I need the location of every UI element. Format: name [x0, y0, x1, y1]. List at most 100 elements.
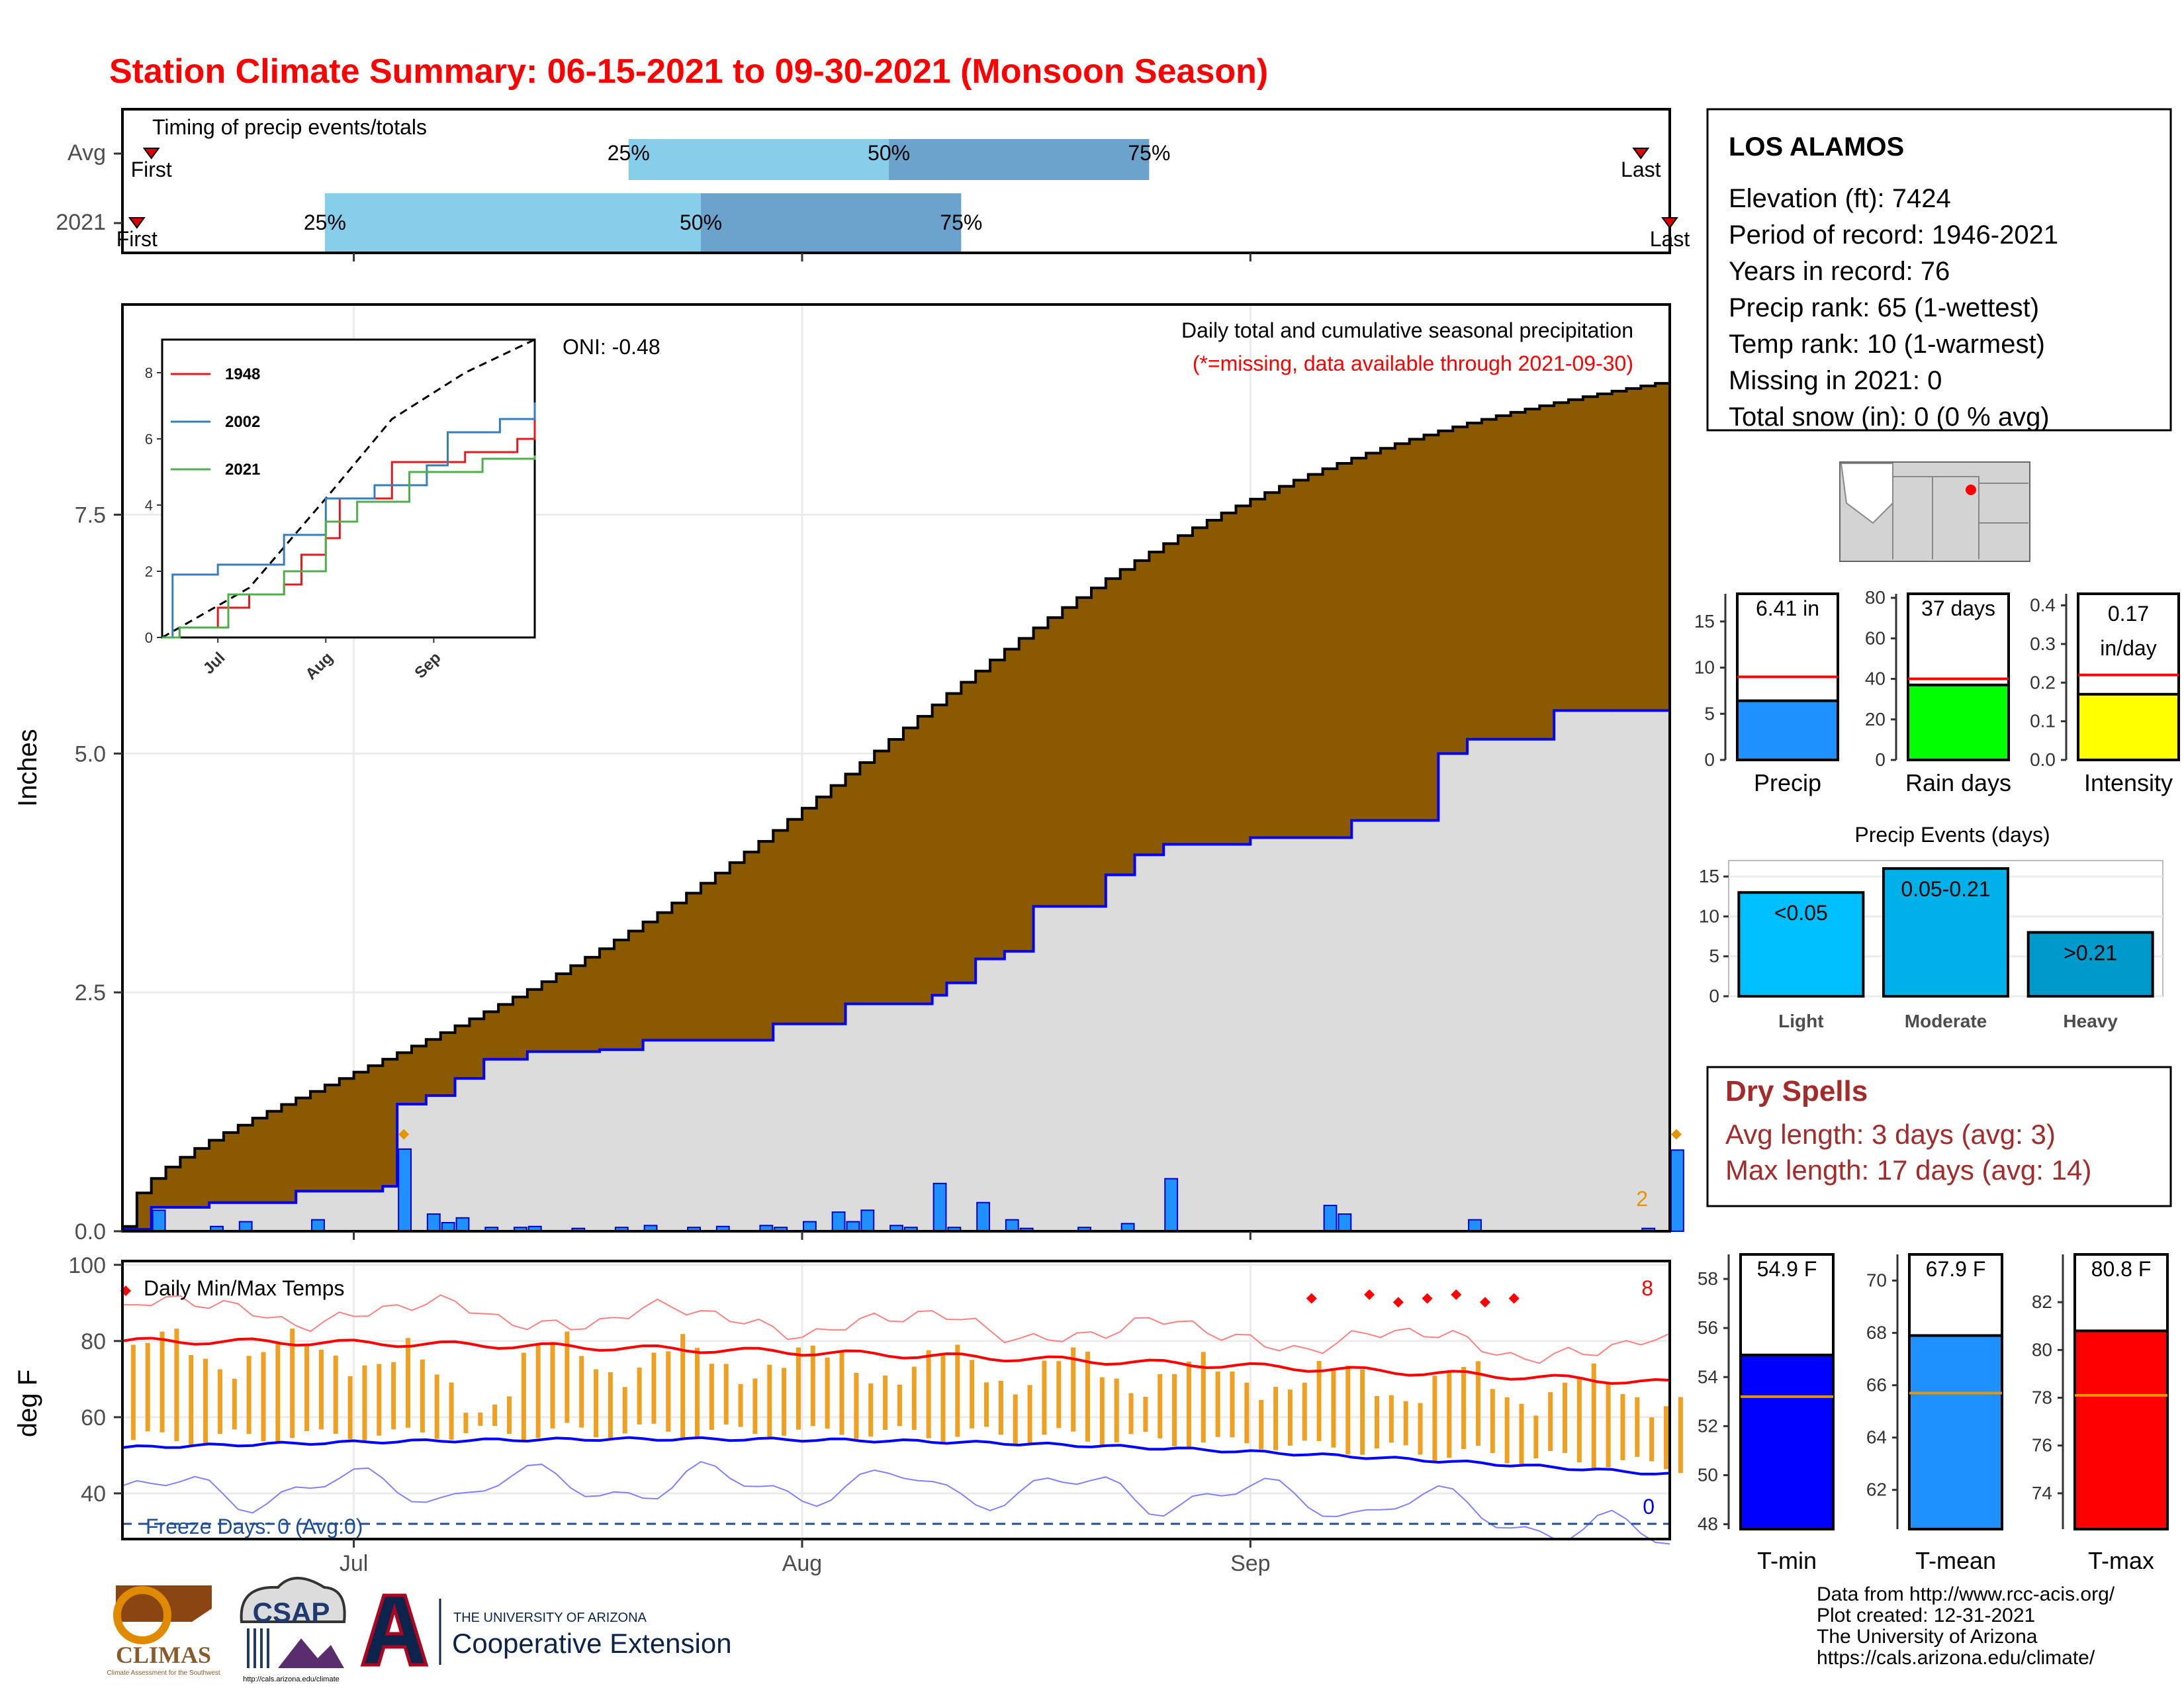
daily-temp-bar: [883, 1376, 888, 1430]
cumulative-diff-segment: [151, 1178, 167, 1207]
daily-temp-bar: [1360, 1369, 1365, 1455]
daily-temp-bar: [1548, 1392, 1553, 1452]
daily-precip-bar: [1468, 1219, 1482, 1233]
cumulative-diff-segment: [1322, 469, 1338, 838]
daily-temp-bar: [492, 1404, 498, 1427]
cumulative-area-segment: [512, 1059, 528, 1231]
cumulative-diff-segment: [773, 830, 788, 1024]
cumulative-diff-segment: [1163, 543, 1179, 845]
footer-line: Data from http://www.rcc-acis.org/: [1817, 1583, 2115, 1605]
page-title: Station Climate Summary: 06-15-2021 to 0…: [109, 52, 1268, 91]
cumulative-diff-segment: [1337, 463, 1353, 838]
cumulative-diff-segment: [252, 1118, 268, 1203]
daily-temp-bar: [1273, 1387, 1279, 1450]
daily-temp-bar: [506, 1396, 512, 1434]
cumulative-diff-segment: [440, 1033, 456, 1096]
cumulative-area-segment: [628, 1049, 644, 1231]
cumulative-diff-segment: [816, 796, 832, 1024]
cumulative-diff-segment: [1236, 506, 1251, 845]
daily-temp-bar: [1331, 1368, 1336, 1448]
cumulative-diff-segment: [701, 883, 716, 1041]
cumulative-area-segment: [1626, 710, 1642, 1231]
cumulative-area-segment: [1597, 710, 1613, 1231]
cumulative-area-segment: [412, 1104, 427, 1231]
cumulative-diff-segment: [1641, 385, 1656, 711]
cumulative-area-segment: [990, 959, 1005, 1231]
temp-label: Daily Min/Max Temps: [144, 1276, 344, 1300]
cumulative-area-segment: [426, 1096, 441, 1231]
cumulative-area-segment: [1091, 906, 1107, 1231]
daily-precip-bar: [311, 1219, 325, 1233]
daily-temp-bar: [1447, 1372, 1452, 1458]
cumulative-diff-segment: [1077, 597, 1092, 907]
cumulative-diff-segment: [383, 1059, 398, 1187]
cumulative-area-segment: [1236, 844, 1251, 1231]
daily-temp-bar: [304, 1346, 310, 1431]
record-marker-icon: [1422, 1293, 1433, 1304]
cumulative-area-segment: [816, 1023, 832, 1231]
temp-bar-label: T-min: [1757, 1547, 1817, 1574]
daily-temp-bar: [695, 1348, 700, 1438]
cumulative-diff-segment: [165, 1167, 181, 1207]
cumulative-area-segment: [1496, 739, 1512, 1231]
record-low-line: [122, 1461, 1670, 1545]
cumulative-area-segment: [600, 1049, 615, 1231]
cumulative-diff-segment: [1250, 498, 1265, 838]
cumulative-diff-segment: [484, 1011, 499, 1060]
event-category-label: Moderate: [1905, 1011, 1987, 1031]
daily-temp-bar: [1143, 1397, 1148, 1432]
cumulative-diff-segment: [469, 1019, 485, 1079]
daily-temp-bar: [666, 1351, 671, 1432]
mini-y-tick-label: 10: [1694, 657, 1715, 678]
cumulative-area-segment: [1655, 710, 1670, 1231]
y-tick-label: 80: [81, 1329, 106, 1354]
missing-data-marker-icon: [1671, 1129, 1682, 1140]
missing-data-marker-icon: [398, 1129, 410, 1140]
cumulative-area-segment: [252, 1202, 268, 1231]
daily-precip-bar: [1670, 1149, 1684, 1232]
cumulative-diff-segment: [845, 774, 861, 1004]
daily-temp-bar: [1215, 1371, 1220, 1437]
timing-quartile-label: 75%: [1128, 141, 1170, 165]
daily-precip-bar: [238, 1221, 253, 1233]
station-marker-icon: [1966, 485, 1976, 495]
cumulative-area-segment: [672, 1040, 687, 1231]
cumulative-area-segment: [1453, 753, 1468, 1231]
cumulative-diff-segment: [1091, 588, 1107, 907]
last-event-label: Last: [1621, 158, 1661, 181]
timing-quartile-label: 25%: [304, 211, 346, 234]
cumulative-area-segment: [1380, 820, 1396, 1231]
daily-temp-bar: [911, 1366, 917, 1430]
cumulative-area-segment: [845, 1004, 861, 1231]
daily-temp-bar: [1259, 1399, 1264, 1450]
cumulative-diff-segment: [527, 989, 543, 1052]
daily-temp-bar: [1576, 1378, 1582, 1463]
mini-y-tick-label: 40: [1865, 669, 1886, 689]
cumulative-area-segment: [1424, 820, 1439, 1231]
freeze-label: Freeze Days: 0 (Avg:0): [146, 1515, 363, 1538]
cumulative-diff-segment: [729, 863, 745, 1041]
x-tick-label: Aug: [782, 1551, 823, 1576]
cumulative-diff-segment: [961, 682, 976, 983]
cumulative-diff-segment: [1048, 617, 1064, 907]
cumulative-diff-segment: [1453, 426, 1468, 754]
temp-y-tick-label: 54: [1698, 1366, 1718, 1387]
daily-temp-bar: [420, 1359, 425, 1433]
csap-url: http://cals.arizona.edu/climate: [243, 1675, 340, 1683]
cumulative-area-segment: [556, 1051, 572, 1231]
daily-temp-bar: [825, 1357, 830, 1429]
daily-temp-bar: [854, 1372, 859, 1439]
daily-precip-bar: [398, 1148, 412, 1233]
cumulative-diff-segment: [715, 872, 731, 1041]
daily-temp-bar: [608, 1372, 613, 1441]
temp-bar-value: [1908, 1334, 2003, 1530]
cumulative-diff-segment: [570, 965, 586, 1052]
ua-name: THE UNIVERSITY OF ARIZONA: [453, 1611, 647, 1625]
event-bar: [1882, 867, 2009, 998]
cumulative-area-segment: [1134, 855, 1150, 1231]
event-bar-label: 0.05-0.21: [1901, 877, 1990, 901]
cumulative-area-segment: [1163, 844, 1179, 1231]
cumulative-diff-segment: [614, 940, 629, 1050]
cumulative-diff-segment: [122, 1226, 138, 1230]
cumulative-area-segment: [1250, 837, 1265, 1231]
